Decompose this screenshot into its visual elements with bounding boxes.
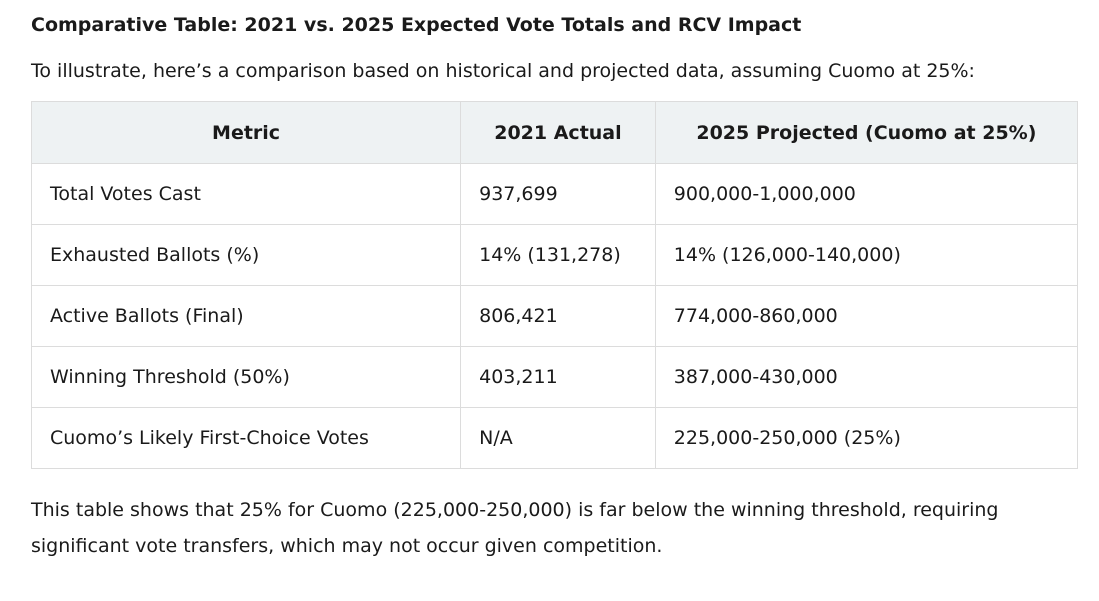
table-row: Winning Threshold (50%) 403,211 387,000-… [30, 346, 1079, 408]
cell-2025: 225,000-250,000 (25%) [654, 407, 1079, 469]
cell-2025: 14% (126,000-140,000) [654, 224, 1079, 286]
table-row: Total Votes Cast 937,699 900,000-1,000,0… [30, 163, 1079, 225]
cell-2021: 806,421 [460, 285, 656, 347]
cell-metric: Total Votes Cast [30, 163, 462, 225]
summary-paragraph: This table shows that 25% for Cuomo (225… [31, 499, 999, 557]
intro-paragraph: To illustrate, here’s a comparison based… [31, 60, 975, 82]
table-header-row: Metric 2021 Actual 2025 Projected (Cuomo… [30, 101, 1079, 164]
cell-metric: Cuomo’s Likely First-Choice Votes [30, 407, 462, 469]
cell-metric: Active Ballots (Final) [30, 285, 462, 347]
cell-metric: Winning Threshold (50%) [30, 346, 462, 408]
cell-2021: 937,699 [460, 163, 656, 225]
table-row: Exhausted Ballots (%) 14% (131,278) 14% … [30, 224, 1079, 286]
cell-2021: N/A [460, 407, 656, 469]
table-row: Active Ballots (Final) 806,421 774,000-8… [30, 285, 1079, 347]
cell-2025: 387,000-430,000 [654, 346, 1079, 408]
cell-2021: 14% (131,278) [460, 224, 656, 286]
column-header-metric: Metric [30, 101, 462, 164]
cell-2021: 403,211 [460, 346, 656, 408]
column-header-2021: 2021 Actual [460, 101, 656, 164]
cell-2025: 900,000-1,000,000 [654, 163, 1079, 225]
column-header-2025: 2025 Projected (Cuomo at 25%) [654, 101, 1079, 164]
table-row: Cuomo’s Likely First-Choice Votes N/A 22… [30, 407, 1079, 469]
section-heading: Comparative Table: 2021 vs. 2025 Expecte… [31, 14, 802, 36]
comparison-table: Metric 2021 Actual 2025 Projected (Cuomo… [30, 101, 1079, 469]
cell-2025: 774,000-860,000 [654, 285, 1079, 347]
cell-metric: Exhausted Ballots (%) [30, 224, 462, 286]
